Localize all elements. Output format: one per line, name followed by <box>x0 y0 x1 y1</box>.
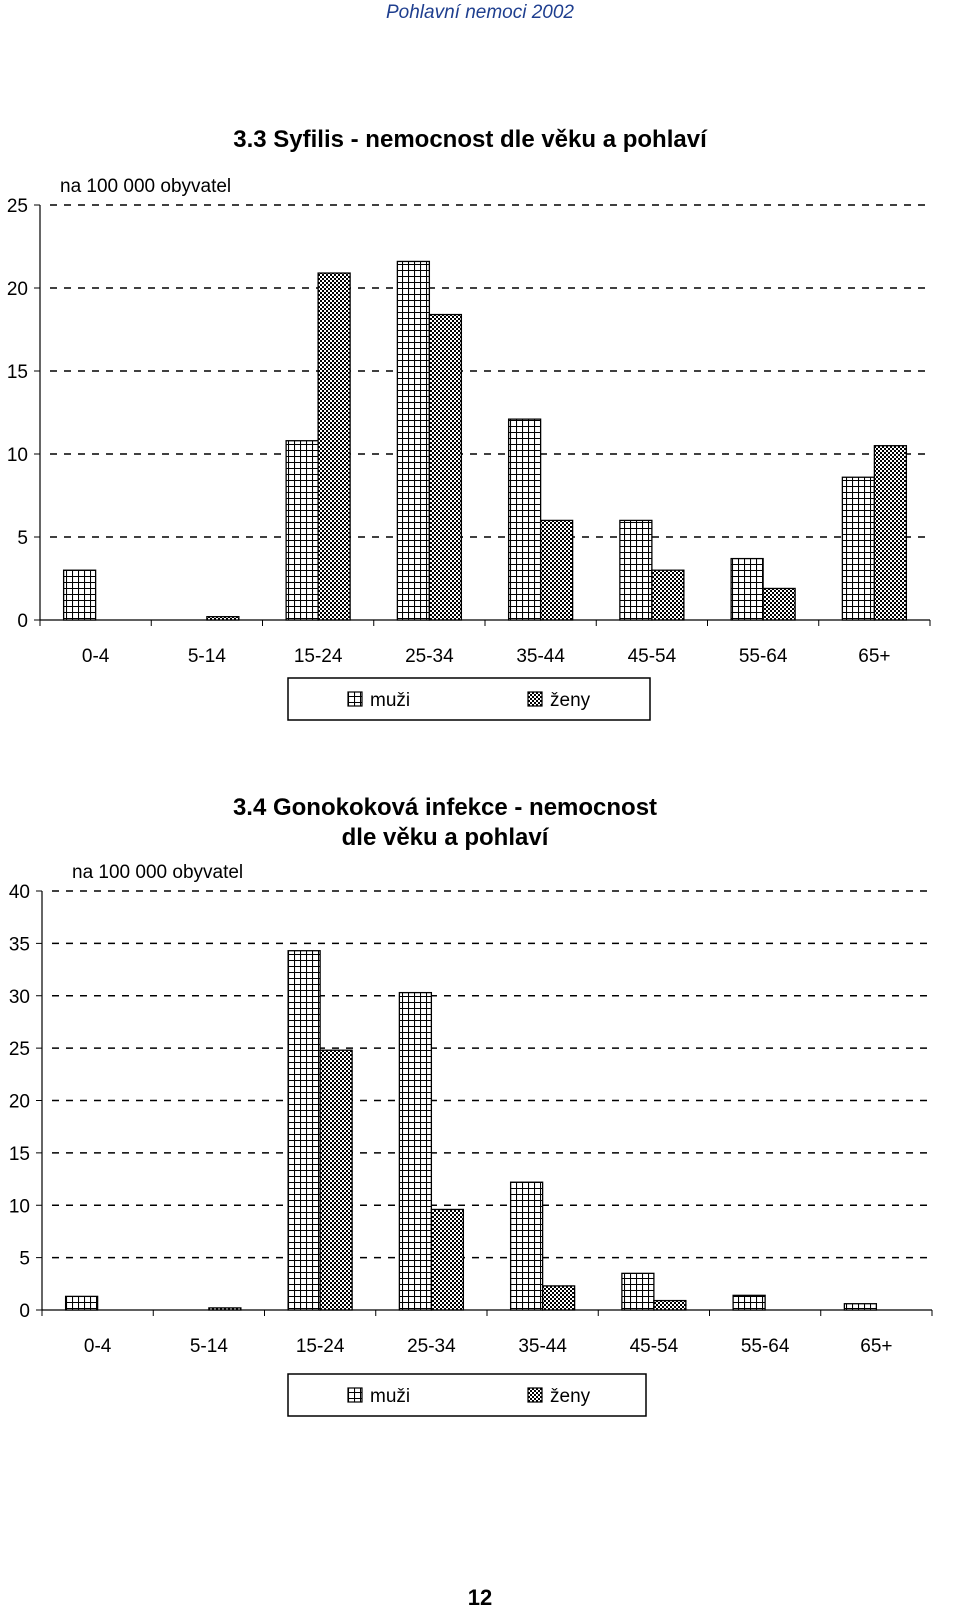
legend-swatch <box>347 1387 363 1403</box>
page-header: Pohlavní nemoci 2002 <box>385 2 574 23</box>
y-tick-label: 0 <box>17 611 28 632</box>
x-tick-label: 35-44 <box>518 1336 567 1357</box>
legend <box>287 1373 647 1417</box>
legend-label: ženy <box>550 690 591 711</box>
x-tick-label: 65+ <box>858 646 890 667</box>
bar-muzi <box>509 1181 544 1311</box>
y-tick-label: 0 <box>19 1301 30 1322</box>
y-tick-label: 20 <box>7 279 28 300</box>
y-tick-label: 25 <box>7 196 28 217</box>
chart-title: dle věku a pohlaví <box>342 824 550 851</box>
y-tick-label: 15 <box>9 1144 30 1165</box>
bar-muzi <box>285 440 319 621</box>
x-tick-label: 35-44 <box>516 646 565 667</box>
y-tick-label: 25 <box>9 1039 30 1060</box>
bar-zeny <box>541 1285 576 1311</box>
bar-muzi <box>730 557 764 621</box>
bar-muzi <box>287 950 321 1311</box>
y-tick-label: 5 <box>19 1249 30 1270</box>
y-tick-label: 35 <box>9 934 30 955</box>
chart-title: 3.3 Syfilis - nemocnost dle věku a pohla… <box>233 126 708 153</box>
bar-muzi <box>621 1272 655 1311</box>
bar-zeny <box>428 313 463 621</box>
y-tick-label: 10 <box>9 1196 30 1217</box>
syfilis-chart: 3.3 Syfilis - nemocnost dle věku a pohla… <box>7 126 931 721</box>
bar-zeny <box>873 445 908 621</box>
x-tick-label: 45-54 <box>630 1336 679 1357</box>
bar-muzi <box>732 1294 766 1311</box>
x-tick-label: 25-34 <box>405 646 454 667</box>
y-tick-label: 20 <box>9 1092 30 1113</box>
legend-label: ženy <box>550 1386 591 1407</box>
y-tick-label: 40 <box>9 882 30 903</box>
bar-zeny <box>430 1208 465 1311</box>
x-tick-label: 15-24 <box>296 1336 345 1357</box>
x-tick-label: 65+ <box>860 1336 892 1357</box>
x-tick-label: 5-14 <box>188 646 226 667</box>
bar-zeny <box>206 616 240 621</box>
y-tick-label: 10 <box>7 445 28 466</box>
bar-muzi <box>398 991 433 1311</box>
y-tick-label: 15 <box>7 362 28 383</box>
chart-title: 3.4 Gonokoková infekce - nemocnost <box>233 794 657 821</box>
bar-muzi <box>841 476 876 621</box>
x-tick-label: 15-24 <box>294 646 343 667</box>
bar-zeny <box>208 1307 242 1311</box>
unit-label: na 100 000 obyvatel <box>72 862 243 883</box>
x-tick-label: 25-34 <box>407 1336 456 1357</box>
bar-muzi <box>396 260 431 621</box>
gonokokova-chart: 3.4 Gonokoková infekce - nemocnost dle vě… <box>9 794 933 1417</box>
x-tick-label: 0-4 <box>82 646 110 667</box>
x-tick-label: 55-64 <box>741 1336 790 1357</box>
legend-swatch <box>527 1387 543 1403</box>
bar-muzi <box>843 1303 878 1311</box>
bar-zeny <box>653 1299 687 1311</box>
bar-zeny <box>317 272 351 621</box>
page-number: 12 <box>467 1585 493 1610</box>
x-tick-label: 0-4 <box>84 1336 112 1357</box>
legend-label: muži <box>370 1386 410 1407</box>
legend-swatch <box>347 691 363 707</box>
y-tick-label: 5 <box>17 528 28 549</box>
bar-zeny <box>539 519 574 621</box>
bar-zeny <box>319 1049 353 1311</box>
x-tick-label: 5-14 <box>190 1336 228 1357</box>
bar-muzi <box>507 418 542 621</box>
bar-zeny <box>762 587 796 621</box>
bar-zeny <box>651 569 685 621</box>
bar-muzi <box>64 1295 99 1311</box>
bar-muzi <box>619 519 653 621</box>
legend-label: muži <box>370 690 410 711</box>
bar-muzi <box>62 569 97 621</box>
unit-label: na 100 000 obyvatel <box>60 176 231 197</box>
legend-swatch <box>527 691 543 707</box>
y-tick-label: 30 <box>9 987 30 1008</box>
x-tick-label: 55-64 <box>739 646 788 667</box>
x-tick-label: 45-54 <box>628 646 677 667</box>
